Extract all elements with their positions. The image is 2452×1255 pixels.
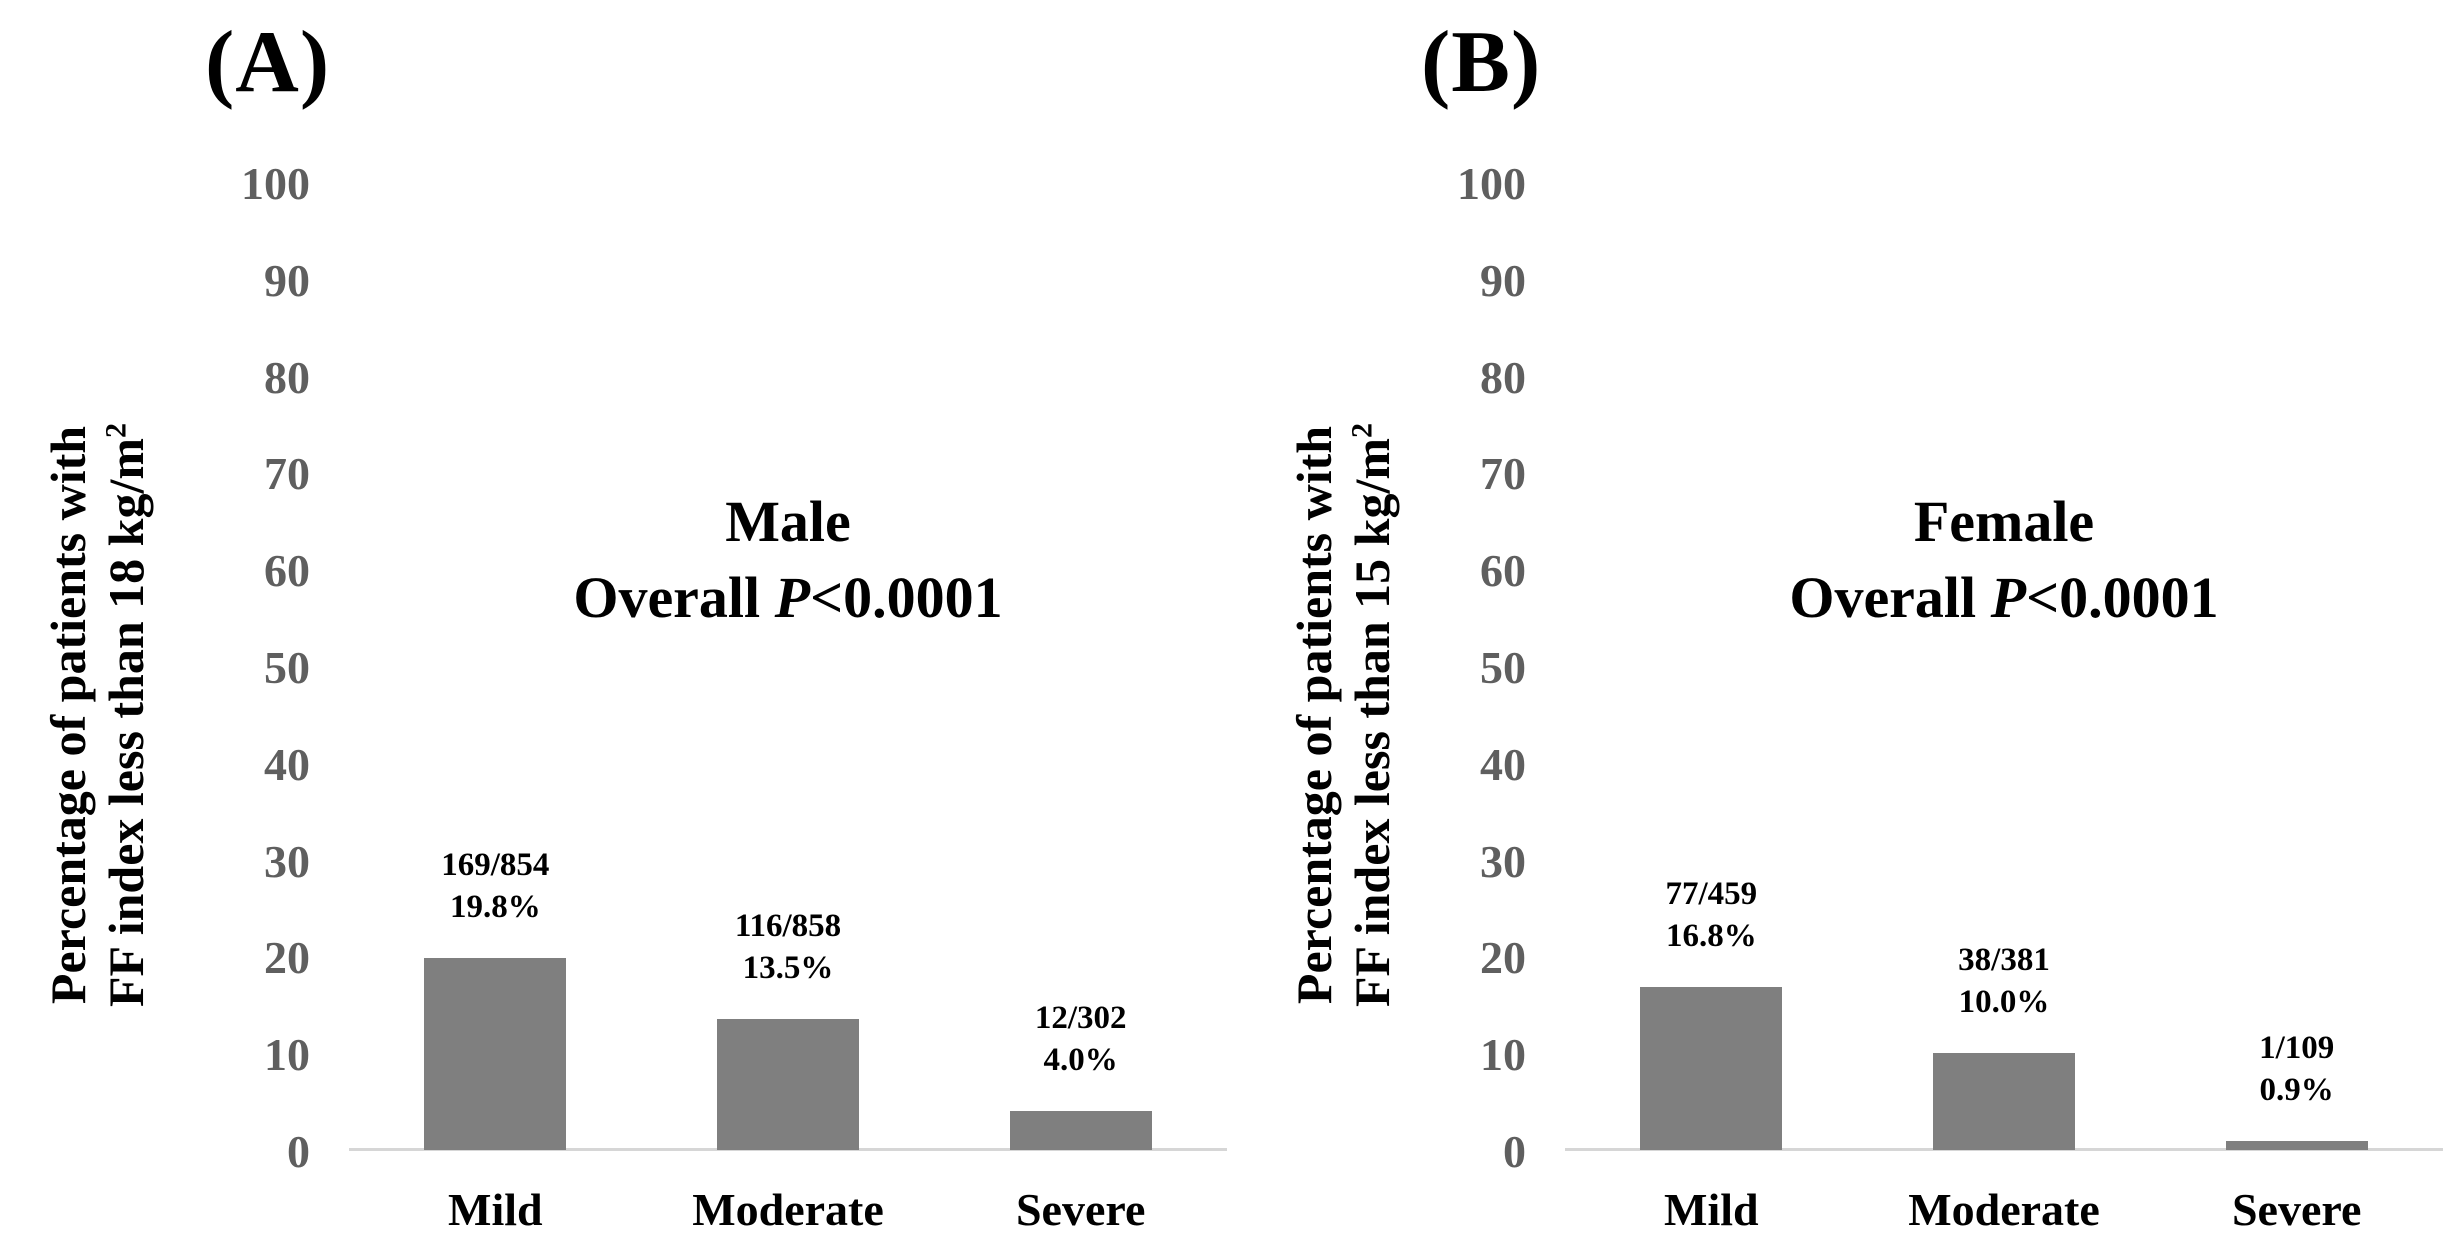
- y-tick-label-50: 50: [1480, 642, 1526, 693]
- y-tick-label-100: 100: [241, 158, 310, 209]
- bar-moderate: [717, 1019, 859, 1150]
- bar-value-line: 77/459: [1665, 876, 1758, 913]
- y-tick-label-0: 0: [1503, 1126, 1526, 1177]
- y-tick-label-20: 20: [1480, 932, 1526, 984]
- y-axis-label-line1: Percentage of patients with: [1286, 425, 1342, 1005]
- bar-mild: [424, 958, 567, 1150]
- bar-value-label-severe: 1/109 0.9%: [2137, 1027, 2452, 1111]
- bar-value-line: 10.0%: [1958, 984, 2050, 1021]
- panel-a-letter: (A): [205, 14, 331, 111]
- y-tick-label-80: 80: [1480, 351, 1526, 403]
- x-category-label-mild: Mild: [448, 1184, 543, 1235]
- y-axis-label-line2: FF index less than 15 kg/m: [1344, 437, 1400, 1008]
- bar-value-line: 19.8%: [449, 889, 541, 926]
- y-tick-label-90: 90: [1480, 254, 1526, 306]
- y-tick-label-90: 90: [264, 254, 310, 306]
- subtitle-text: Overall: [1789, 565, 1991, 630]
- bar-value-line: 13.5%: [742, 950, 834, 987]
- y-tick-label-60: 60: [1480, 545, 1526, 597]
- bar-value-line: 12/302: [1034, 1000, 1127, 1037]
- bar-value-line: 16.8%: [1665, 918, 1757, 955]
- subtitle-p-symbol: P: [774, 565, 811, 630]
- bar-value-label-moderate: 38/381 10.0%: [1844, 939, 2164, 1023]
- x-category-label-moderate: Moderate: [692, 1184, 884, 1235]
- x-category-label-moderate: Moderate: [1908, 1184, 2100, 1235]
- bar-severe: [1009, 1111, 1152, 1150]
- bar-value-line: 116/858: [734, 908, 842, 945]
- y-tick-label-30: 30: [264, 835, 310, 887]
- y-tick-label-40: 40: [264, 738, 310, 790]
- y-tick-label-100: 100: [1457, 158, 1526, 209]
- y-tick-label-10: 10: [264, 1029, 310, 1081]
- x-category-label-severe: Severe: [2231, 1184, 2362, 1235]
- x-category-label-mild: Mild: [1664, 1184, 1759, 1235]
- bar-value-line: 1/109: [2259, 1030, 2335, 1067]
- bar-value-line: 0.9%: [2259, 1072, 2334, 1109]
- bar-value-line: 169/854: [441, 847, 550, 884]
- panel-b-title: Female Overall P<0.0001: [1554, 484, 2452, 636]
- panel-a: (A) Percentage of patients with FF index …: [40, 14, 1238, 1235]
- panel-a-title-line1: Male: [725, 489, 851, 554]
- x-category-label-severe: Severe: [1015, 1184, 1146, 1235]
- subtitle-text: Overall: [573, 565, 775, 630]
- bar-mild: [1640, 987, 1783, 1150]
- bar-value-label-severe: 12/302 4.0%: [921, 997, 1241, 1081]
- bar-value-line: 4.0%: [1043, 1042, 1118, 1079]
- y-tick-label-70: 70: [1480, 448, 1526, 500]
- bar-moderate: [1933, 1053, 2075, 1150]
- bar-value-label-mild: 77/459 16.8%: [1551, 873, 1871, 957]
- panel-a-title-line2: Overall P<0.0001: [338, 560, 1238, 636]
- bar-value-label-moderate: 116/858 13.5%: [628, 905, 948, 989]
- y-tick-label-10: 10: [1480, 1029, 1526, 1081]
- panel-b-title-line2: Overall P<0.0001: [1554, 560, 2452, 636]
- bar-value-line: 38/381: [1958, 942, 2050, 979]
- panel-b: (B) Percentage of patients with FF index …: [1216, 0, 2452, 1255]
- y-tick-label-20: 20: [264, 932, 310, 984]
- y-axis-label-line1: Percentage of patients with: [40, 425, 96, 1005]
- y-axis-label-line2: FF index less than 18 kg/m: [98, 437, 154, 1008]
- y-tick-label-30: 30: [1480, 835, 1526, 887]
- subtitle-p-symbol: P: [1990, 565, 2027, 630]
- panel-a-title: Male Overall P<0.0001: [338, 484, 1238, 636]
- y-tick-label-50: 50: [264, 642, 310, 693]
- subtitle-p-value: <0.0001: [810, 565, 1003, 630]
- y-tick-label-40: 40: [1480, 738, 1526, 790]
- y-axis-label-superscript: 2: [1345, 422, 1379, 438]
- y-tick-label-0: 0: [287, 1126, 310, 1177]
- y-tick-label-80: 80: [264, 351, 310, 403]
- bar-value-label-mild: 169/854 19.8%: [335, 844, 655, 928]
- bar-severe: [2225, 1141, 2368, 1150]
- y-tick-label-60: 60: [264, 545, 310, 597]
- y-tick-label-70: 70: [264, 448, 310, 500]
- subtitle-p-value: <0.0001: [2026, 565, 2219, 630]
- panel-b-title-line1: Female: [1913, 489, 2095, 554]
- panel-b-letter: (B): [1421, 14, 1542, 111]
- y-axis-label-superscript: 2: [99, 422, 133, 438]
